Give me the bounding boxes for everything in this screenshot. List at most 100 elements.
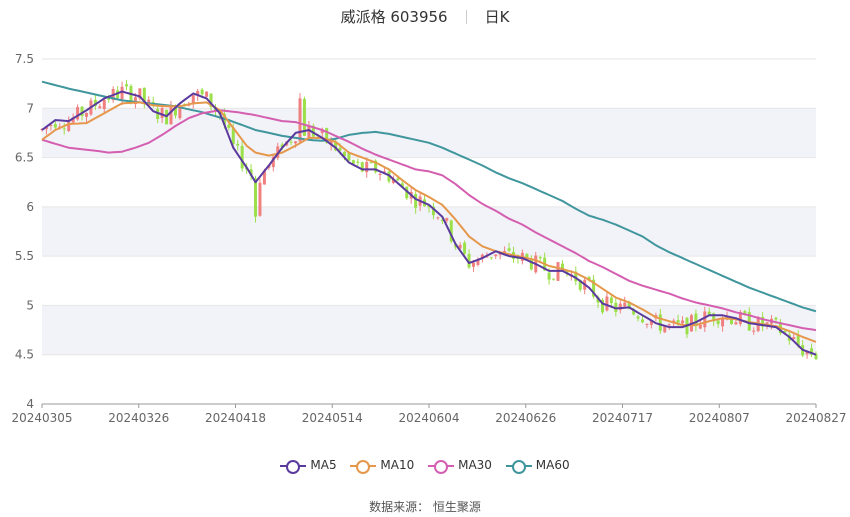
candle-down xyxy=(600,299,604,313)
candle-down xyxy=(347,153,351,161)
candle-up xyxy=(645,323,649,325)
candle-down xyxy=(547,272,551,280)
stock-name: 威派格 603956 xyxy=(340,8,448,26)
y-tick-label: 5 xyxy=(26,298,34,312)
candle-up xyxy=(191,95,195,105)
x-axis: 20240305 20240326 20240418 20240514 20240604… xyxy=(11,403,847,425)
candle-down xyxy=(716,320,720,325)
candle-down xyxy=(463,242,467,254)
candle-up xyxy=(605,296,609,311)
candle-up xyxy=(76,107,80,120)
candle-up xyxy=(365,161,369,173)
candle-down xyxy=(405,186,409,199)
candle-down xyxy=(107,97,111,100)
candle-up xyxy=(805,350,809,355)
candle-up xyxy=(49,124,53,127)
candle-down xyxy=(538,257,542,259)
ma60-legend-swatch xyxy=(505,459,532,474)
candle-down xyxy=(325,128,329,143)
candle-up xyxy=(698,324,702,329)
legend-item-ma5[interactable]: MA5 xyxy=(280,458,337,474)
candle-up xyxy=(752,330,756,332)
candle-down xyxy=(236,143,240,146)
candle-up xyxy=(320,129,324,134)
candle-down xyxy=(449,220,453,242)
candle-up xyxy=(471,262,475,267)
x-tick-label: 20240626 xyxy=(495,411,556,425)
legend-label-ma10: MA10 xyxy=(380,458,415,472)
candle-up xyxy=(703,311,707,328)
candle-up xyxy=(147,99,151,103)
candle-up xyxy=(445,218,449,221)
x-tick-label: 20240305 xyxy=(11,411,72,425)
legend-item-ma10[interactable]: MA10 xyxy=(350,458,415,474)
candle-up xyxy=(258,182,262,216)
candle-up xyxy=(160,107,164,119)
candle-up xyxy=(178,105,182,119)
candle-down xyxy=(351,160,355,164)
period-label: 日K xyxy=(484,8,510,26)
title-separator xyxy=(465,10,467,24)
ma5-legend-swatch xyxy=(280,459,307,474)
ma-line-ma5 xyxy=(41,90,817,356)
candle-down xyxy=(658,314,662,331)
candle-down xyxy=(289,141,293,143)
candle-down xyxy=(440,219,444,222)
candle-down xyxy=(712,313,716,322)
y-tick-label: 6.5 xyxy=(15,151,34,165)
band-layer xyxy=(42,108,816,355)
candle-down xyxy=(369,162,373,164)
x-tick-label: 20240514 xyxy=(302,411,363,425)
candle-down xyxy=(125,84,129,87)
candle-down xyxy=(729,317,733,324)
candle-down xyxy=(231,127,235,145)
candle-up xyxy=(271,156,275,168)
y-tick-label: 7 xyxy=(26,101,34,115)
chart-title: 威派格 603956 日K xyxy=(0,6,850,27)
candle-down xyxy=(53,124,57,128)
candle-up xyxy=(503,250,507,253)
candle-down xyxy=(641,319,645,323)
legend-label-ma60: MA60 xyxy=(535,458,570,472)
candle-down xyxy=(774,317,778,320)
grid-band xyxy=(42,305,816,355)
candle-up xyxy=(67,122,71,131)
candle-down xyxy=(707,311,711,315)
candle-up xyxy=(298,98,302,142)
candle-down xyxy=(311,125,315,137)
candle-down xyxy=(467,253,471,268)
candle-down xyxy=(342,151,346,157)
candle-down xyxy=(338,147,342,151)
candle-down xyxy=(302,98,306,136)
candle-down xyxy=(360,162,364,172)
x-tick-label: 20240604 xyxy=(398,411,459,425)
x-tick-label: 20240827 xyxy=(785,411,846,425)
legend-item-ma30[interactable]: MA30 xyxy=(428,458,492,474)
y-axis: 7.5 7 6.5 6 5.5 5 4.5 4 xyxy=(15,52,34,411)
candle-up xyxy=(84,112,88,117)
candle-down xyxy=(80,106,84,116)
candle-down xyxy=(552,278,556,280)
grid-band xyxy=(42,206,816,257)
candle-down xyxy=(783,331,787,333)
legend-item-ma60[interactable]: MA60 xyxy=(505,458,570,474)
candle-down xyxy=(200,89,204,95)
candle-up xyxy=(98,106,102,109)
candle-up xyxy=(71,117,75,123)
candle-down xyxy=(414,193,418,208)
y-tick-label: 4.5 xyxy=(15,348,34,362)
candle-up xyxy=(765,322,769,325)
candle-up xyxy=(169,106,173,125)
candle-up xyxy=(458,244,462,249)
data-source: 数据来源： 恒生聚源 xyxy=(369,500,481,514)
ma-lines-layer xyxy=(41,80,817,356)
candle-up xyxy=(618,303,622,311)
candle-up xyxy=(485,256,489,258)
candle-up xyxy=(480,254,484,259)
candle-up xyxy=(663,326,667,333)
candle-up xyxy=(681,320,685,324)
candle-up xyxy=(196,90,200,96)
candle-down xyxy=(254,178,258,217)
ma30-legend-swatch xyxy=(428,459,455,474)
candle-down xyxy=(761,316,765,327)
